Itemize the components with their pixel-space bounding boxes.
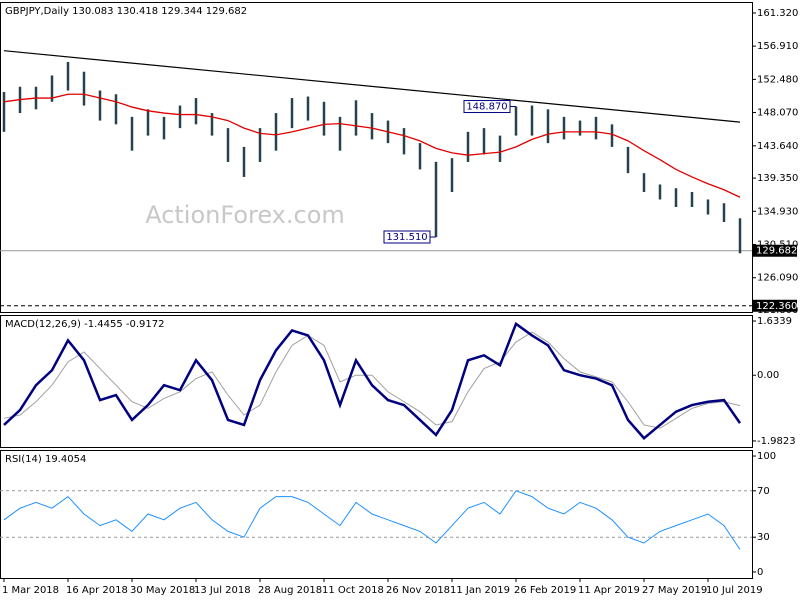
price-label: 122.360 — [756, 301, 797, 312]
x-tick-label: 11 Jan 2019 — [450, 585, 510, 596]
watermark: ActionForex.com — [145, 201, 345, 229]
x-tick-label: 27 May 2019 — [642, 585, 707, 596]
y-tick-label: 1.6339 — [757, 316, 792, 327]
macd-panel — [0, 315, 753, 448]
price-label: 129.682 — [756, 246, 797, 257]
x-tick-label: 11 Apr 2019 — [578, 585, 640, 596]
price-label-box — [753, 299, 797, 312]
y-tick-label: 161.320 — [757, 8, 798, 19]
indicator-line — [3, 331, 741, 429]
x-tick-label: 28 Aug 2018 — [258, 585, 322, 596]
x-tick-label: 26 Nov 2018 — [386, 585, 450, 596]
y-tick-label: 156.910 — [757, 41, 798, 52]
panel-title: RSI(14) 19.4054 — [5, 454, 86, 465]
x-tick-label: 10 Jul 2019 — [706, 585, 763, 596]
x-tick-label: 16 Apr 2018 — [66, 585, 128, 596]
y-tick-label: 134.930 — [757, 206, 798, 217]
rsi-panel — [0, 450, 753, 579]
price-panel — [0, 2, 753, 313]
trendline — [3, 50, 741, 123]
y-tick-label: 152.480 — [757, 74, 798, 85]
x-tick-label: 1 Mar 2018 — [2, 585, 59, 596]
y-tick-label: 100 — [757, 451, 776, 462]
y-tick-label: 70 — [757, 486, 770, 497]
y-tick-label: 139.350 — [757, 173, 798, 184]
annotation-label: 131.510 — [386, 232, 427, 243]
y-tick-label: 0 — [757, 567, 763, 578]
annotation-label: 148.870 — [466, 102, 507, 113]
y-tick-label: 126.090 — [757, 273, 798, 284]
panel-title: GBPJPY,Daily 130.083 130.418 129.344 129… — [5, 6, 247, 17]
price-label-box — [753, 244, 797, 257]
indicator-line — [3, 321, 742, 440]
y-tick-label: -1.9823 — [757, 436, 796, 447]
y-tick-label: 143.640 — [757, 141, 798, 152]
x-tick-label: 30 May 2018 — [130, 585, 195, 596]
annotation-box — [383, 230, 431, 244]
indicator-line — [3, 490, 741, 550]
panel-title: MACD(12,26,9) -1.4455 -0.9172 — [5, 319, 165, 330]
y-tick-label: 30 — [757, 532, 770, 543]
y-tick-label: 0.00 — [757, 370, 779, 381]
x-tick-label: 26 Feb 2019 — [514, 585, 576, 596]
x-tick-label: 11 Oct 2018 — [322, 585, 384, 596]
x-tick-label: 13 Jul 2018 — [194, 585, 251, 596]
y-tick-label: 148.070 — [757, 108, 798, 119]
annotation-box — [463, 100, 511, 114]
moving-average — [3, 93, 741, 198]
